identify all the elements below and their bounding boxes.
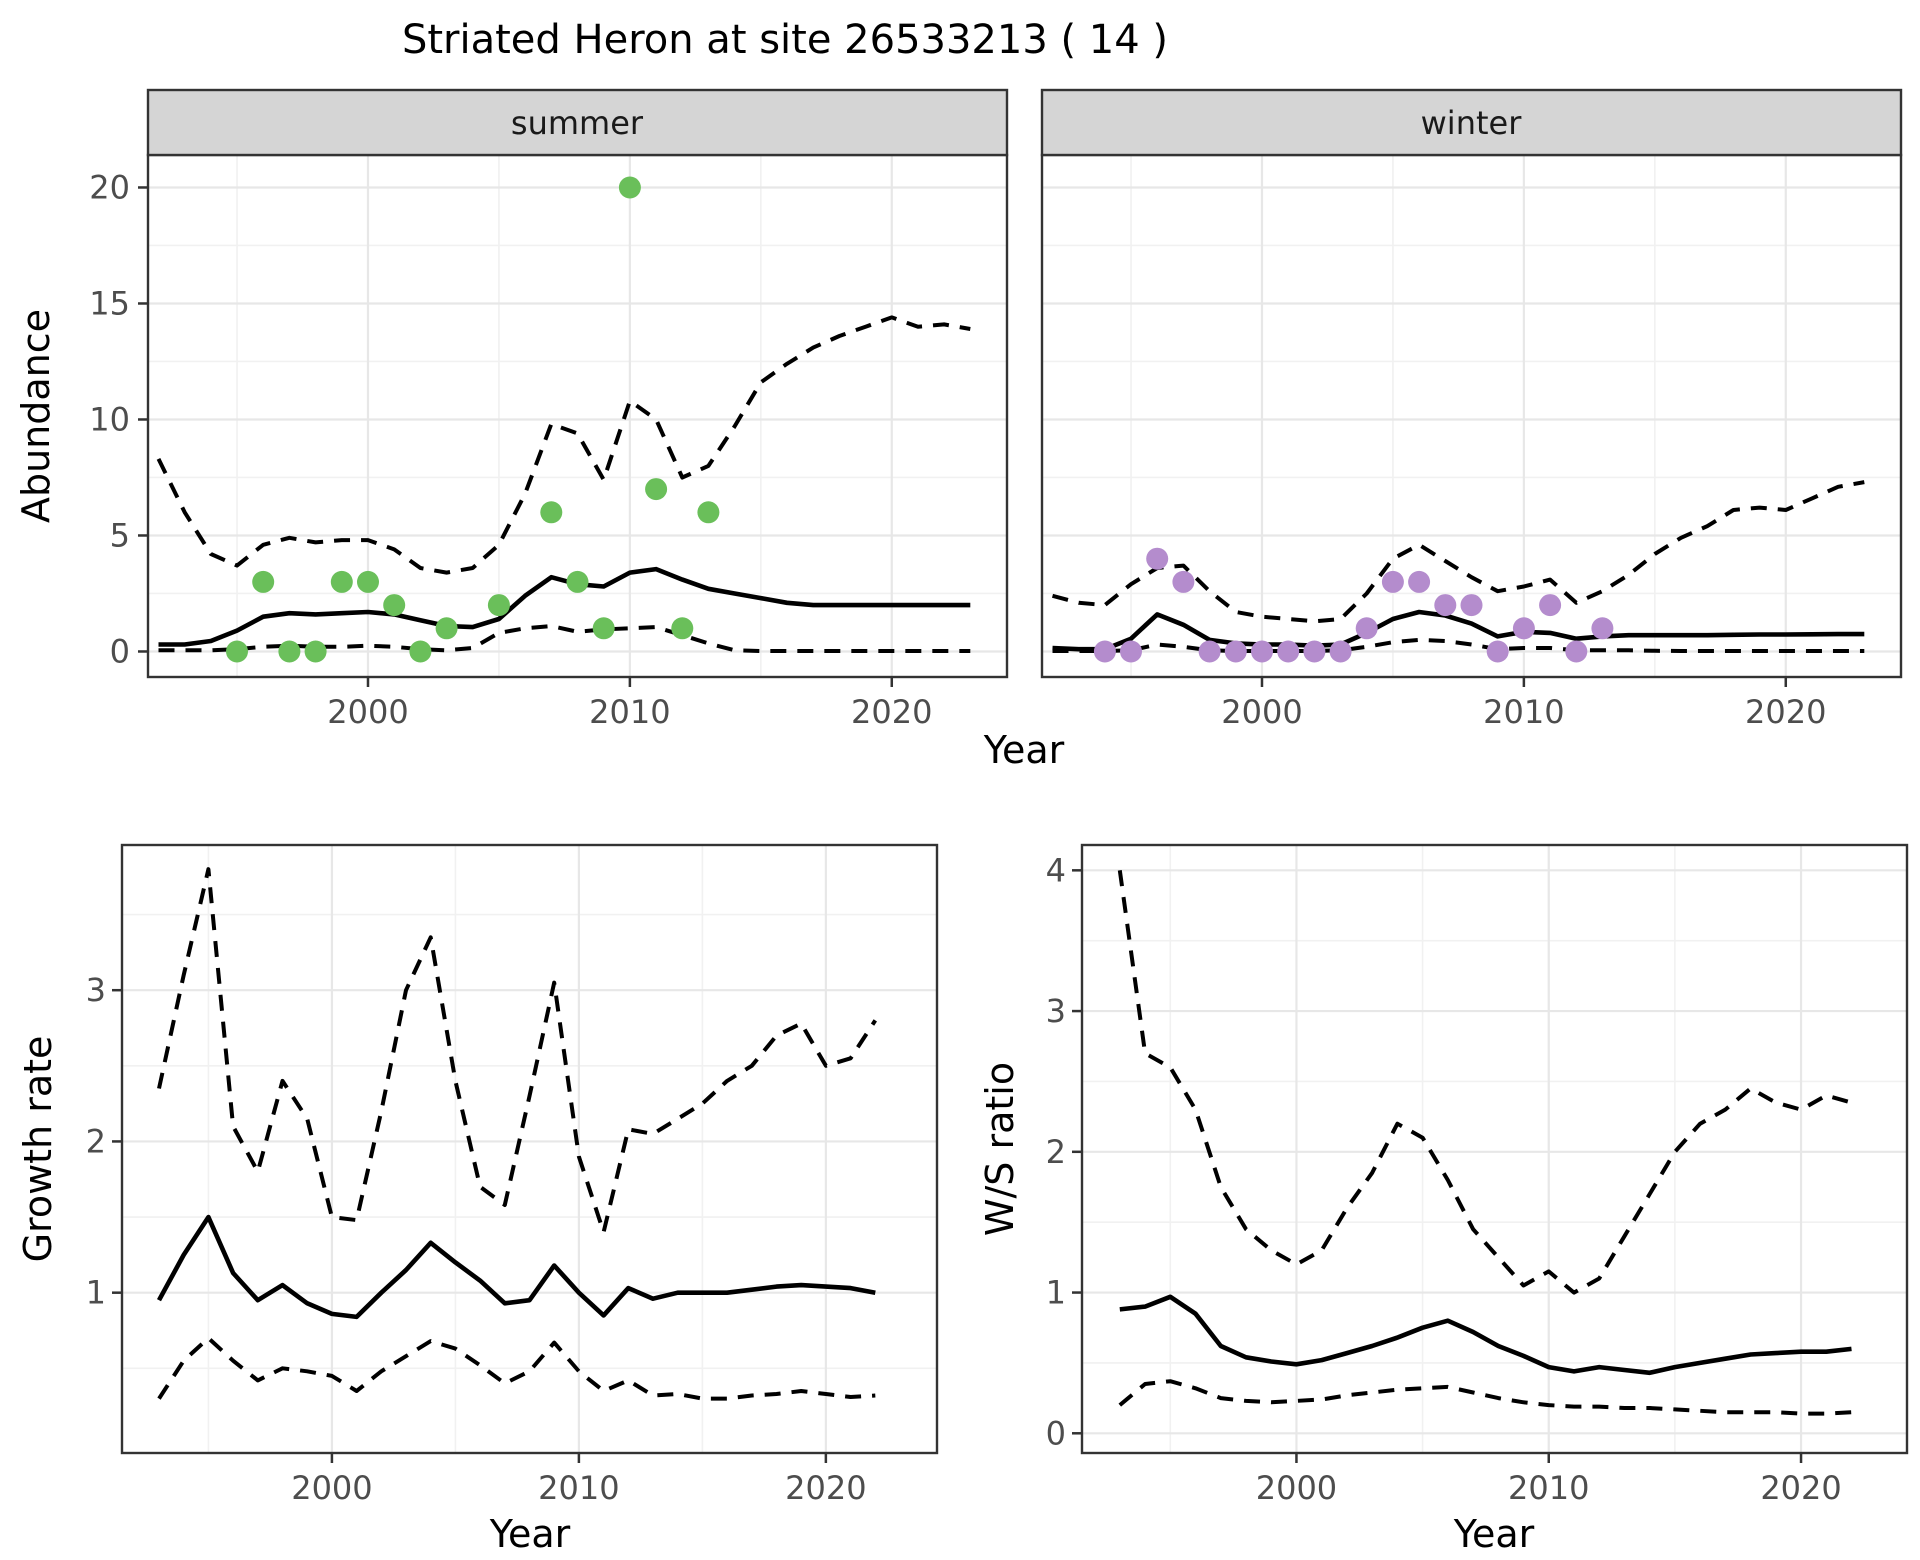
- data-point-winter-2000: [1251, 640, 1273, 663]
- y-tick-label: 1: [86, 1274, 106, 1312]
- data-point-winter-2010: [1512, 617, 1535, 640]
- Growth rate-median-line: [156, 1214, 876, 1320]
- data-point-summer-2010: [618, 176, 641, 199]
- x-axis-title-year-growth: Year: [489, 1512, 571, 1556]
- panel-growth-rate: 2000 2010 2020 1 2 3: [86, 843, 939, 1507]
- data-point-winter-2012: [1565, 640, 1588, 663]
- data-point-summer-1999: [330, 570, 353, 593]
- x-tick-label: 2000: [1256, 1469, 1337, 1507]
- y-tick-label: 15: [89, 284, 130, 322]
- data-point-summer-2003: [435, 617, 458, 640]
- y-tick-label: 5: [110, 516, 130, 554]
- y-tick-label: 1: [1046, 1274, 1066, 1312]
- data-point-winter-1999: [1224, 640, 1247, 663]
- data-point-winter-2008: [1460, 594, 1483, 617]
- W/S ratio-median-line: [1119, 1294, 1852, 1376]
- data-point-summer-1998: [304, 640, 327, 663]
- y-axis-title-abundance: Abundance: [14, 308, 58, 524]
- y-axis-title-growth-rate: Growth rate: [16, 1035, 60, 1263]
- data-point-summer-2011: [645, 478, 668, 501]
- data-point-winter-2013: [1591, 617, 1614, 640]
- data-point-summer-1995: [226, 640, 248, 663]
- data-point-summer-2001: [383, 594, 406, 617]
- data-point-winter-2003: [1329, 640, 1352, 663]
- W/S ratio-upper-95ci-line: [1117, 870, 1853, 1295]
- x-tick-label: 2020: [1760, 1469, 1841, 1507]
- Growth rate-upper-95ci-line: [157, 867, 877, 1235]
- x-tick-label: 2000: [291, 1469, 372, 1507]
- data-point-winter-2009: [1486, 640, 1509, 663]
- data-point-winter-1997: [1172, 570, 1195, 593]
- data-point-summer-1996: [252, 570, 275, 593]
- y-tick-label: 0: [110, 632, 130, 670]
- winter-upper-95ci-line: [1051, 480, 1865, 624]
- winter-median-line: [1052, 609, 1865, 652]
- y-tick-label: 3: [86, 971, 106, 1009]
- facet-label-summer: summer: [510, 104, 644, 142]
- x-axis-title-year-top: Year: [983, 728, 1065, 772]
- panel-summer: 2000 2010 2020 0 5 10 15 20: [89, 88, 1009, 731]
- data-point-winter-1998: [1198, 640, 1221, 663]
- facet-strip: [1040, 88, 1903, 157]
- panel-winter: 2000 2010 2020: [1040, 88, 1903, 731]
- y-axis-title-ws-ratio: W/S ratio: [978, 1061, 1022, 1237]
- data-point-winter-1996: [1146, 547, 1169, 570]
- y-tick-label: 2: [1046, 1133, 1066, 1171]
- data-point-summer-2005: [487, 594, 510, 617]
- data-point-winter-2006: [1408, 570, 1431, 593]
- panel-border: [120, 843, 939, 1455]
- data-point-winter-2011: [1539, 594, 1562, 617]
- data-point-summer-2012: [671, 617, 694, 640]
- facet-label-winter: winter: [1420, 104, 1522, 142]
- panel-border: [1080, 843, 1909, 1455]
- x-tick-label: 2000: [327, 693, 408, 731]
- facet-strip: [146, 88, 1009, 157]
- winter-lower-95ci-line: [1052, 637, 1865, 653]
- data-point-winter-2002: [1303, 640, 1326, 663]
- x-tick-label: 2020: [851, 693, 932, 731]
- data-point-winter-1994: [1093, 640, 1116, 663]
- y-tick-label: 10: [89, 400, 130, 438]
- x-tick-label: 2020: [785, 1469, 866, 1507]
- chart-title: Striated Heron at site 26533213 ( 14 ): [401, 17, 1169, 63]
- x-tick-label: 2010: [1483, 693, 1564, 731]
- x-tick-label: 2020: [1745, 693, 1826, 731]
- data-point-summer-2007: [540, 501, 563, 524]
- data-point-winter-2001: [1277, 640, 1300, 663]
- x-tick-label: 2010: [589, 693, 670, 731]
- x-axis-title-year-ws: Year: [1453, 1512, 1535, 1556]
- data-point-summer-2013: [697, 501, 720, 524]
- data-point-winter-2004: [1355, 617, 1378, 640]
- data-point-summer-2000: [357, 570, 379, 593]
- data-point-winter-2007: [1434, 594, 1457, 617]
- panel-ws-ratio: 2000 2010 2020 0 1 2 3 4: [1046, 843, 1909, 1507]
- x-tick-label: 2000: [1221, 693, 1302, 731]
- data-point-summer-2002: [409, 640, 432, 663]
- Growth rate-lower-95ci-line: [157, 1336, 876, 1401]
- data-point-winter-2005: [1381, 570, 1404, 593]
- x-tick-label: 2010: [1508, 1469, 1589, 1507]
- data-point-summer-2008: [566, 570, 589, 593]
- W/S ratio-lower-95ci-line: [1118, 1379, 1852, 1416]
- data-point-summer-1997: [278, 640, 301, 663]
- summer-upper-95ci-line: [156, 315, 971, 575]
- y-tick-label: 2: [86, 1122, 106, 1160]
- data-point-summer-2009: [592, 617, 615, 640]
- y-tick-label: 4: [1046, 851, 1066, 889]
- summer-median-line: [158, 566, 971, 647]
- y-tick-label: 20: [89, 168, 130, 206]
- y-tick-label: 3: [1046, 992, 1066, 1030]
- y-tick-label: 0: [1046, 1414, 1066, 1452]
- x-tick-label: 2010: [538, 1469, 619, 1507]
- data-point-winter-1995: [1120, 640, 1142, 663]
